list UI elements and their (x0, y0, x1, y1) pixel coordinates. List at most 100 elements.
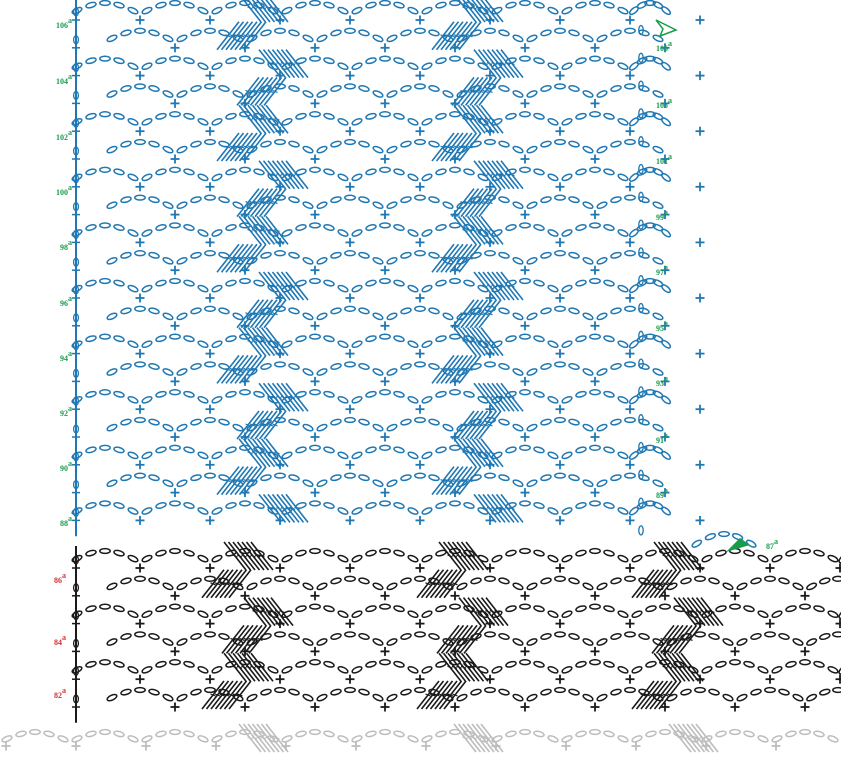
chain-stitch (106, 34, 118, 43)
chain-arc (316, 686, 384, 702)
chain-stitch (365, 224, 377, 231)
chain-stitch (330, 633, 342, 640)
chain-stitch (141, 229, 153, 237)
chain-stitch (141, 507, 153, 515)
chain-stitch (85, 112, 97, 120)
chain-stitch (225, 605, 237, 613)
chain-arc (526, 305, 594, 321)
chain-stitch (351, 6, 363, 15)
chain-stitch (624, 472, 636, 479)
row-label: 98a (60, 238, 72, 252)
chain-stitch (477, 395, 489, 404)
single-crochet-stitch (380, 43, 390, 53)
row-label: 87a (766, 537, 778, 551)
arrow-end-icon (655, 19, 678, 38)
chain-stitch (624, 83, 636, 90)
chain-stitch (660, 117, 672, 127)
chain-stitch (456, 693, 468, 702)
chain-stitch (225, 1, 237, 9)
chain-stitch (435, 1, 447, 9)
chain-stitch (85, 446, 97, 454)
chain-stitch (113, 279, 125, 287)
single-crochet-stitch (625, 237, 635, 247)
chain-stitch (610, 196, 622, 204)
chain-arc (316, 416, 384, 432)
chain-stitch (644, 277, 656, 285)
single-crochet-stitch (380, 210, 390, 220)
chain-stitch (260, 474, 272, 482)
chain-stitch (120, 196, 132, 204)
single-crochet-stitch (310, 376, 320, 386)
chain-stitch (309, 0, 321, 7)
single-crochet-stitch (415, 404, 425, 414)
stitch-fan (258, 493, 309, 523)
single-crochet-stitch (590, 98, 600, 108)
chain-stitch (344, 250, 356, 257)
turning-chain (72, 35, 80, 45)
chain-arc (106, 250, 174, 265)
chain-stitch (204, 194, 216, 201)
chain-stitch (386, 312, 398, 321)
single-crochet-stitch (135, 674, 145, 684)
chain-stitch (428, 363, 440, 370)
chain-stitch (644, 500, 656, 507)
chain-stitch (638, 307, 650, 315)
chain-arc (561, 55, 629, 71)
chain-stitch (351, 610, 363, 619)
chain-arc (526, 83, 594, 98)
chain-stitch (141, 340, 153, 349)
chain-stitch (190, 85, 202, 92)
chain-stitch (449, 222, 461, 229)
chain-stitch (295, 1, 307, 9)
turning-chain (638, 469, 644, 480)
chain-stitch (274, 575, 286, 582)
chain-arc (628, 333, 672, 349)
chain-stitch (99, 500, 111, 507)
chain-stitch (204, 250, 216, 257)
chain-arc (561, 333, 629, 349)
chain-stitch (365, 446, 377, 454)
single-crochet-stitch (310, 43, 320, 53)
chain-stitch (596, 145, 608, 154)
chain-stitch (302, 145, 314, 154)
chain-stitch (323, 549, 335, 557)
chain-stitch (197, 284, 209, 293)
chain-stitch (379, 166, 391, 173)
single-crochet-stitch (730, 591, 740, 601)
chain-stitch (575, 1, 587, 9)
chain-stitch (239, 277, 251, 285)
chain-arc (316, 472, 384, 488)
chain-stitch (379, 277, 391, 285)
chain-arc (351, 222, 419, 237)
chain-stitch (400, 633, 412, 640)
chain-stitch (582, 256, 594, 265)
chain-stitch (393, 390, 405, 398)
chain-stitch (680, 688, 692, 696)
single-crochet-stitch (520, 488, 530, 498)
row-label: 90a (60, 459, 72, 473)
chain-arc (491, 547, 559, 563)
chain-stitch (636, 334, 648, 343)
single-crochet-stitch (695, 349, 705, 359)
chain-arc (491, 659, 559, 674)
chain-stitch (302, 582, 314, 591)
chain-stitch (575, 730, 587, 738)
chain-stitch (204, 305, 216, 312)
chain-stitch (183, 335, 195, 343)
chain-stitch (813, 660, 825, 668)
chain-stitch (309, 111, 321, 118)
chain-arc (351, 547, 419, 563)
turning-chain (72, 90, 80, 101)
chain-arc (351, 444, 419, 460)
single-crochet-stitch (345, 404, 355, 414)
chain-stitch (636, 279, 648, 288)
single-crochet-stitch (835, 674, 841, 684)
chain-stitch (176, 368, 188, 376)
chain-stitch (526, 368, 538, 376)
chain-stitch (337, 735, 349, 743)
chain-stitch (106, 638, 118, 646)
chain-stitch (414, 138, 426, 146)
single-crochet-stitch (170, 376, 180, 386)
chain-arc (71, 0, 139, 15)
chain-stitch (148, 29, 160, 37)
